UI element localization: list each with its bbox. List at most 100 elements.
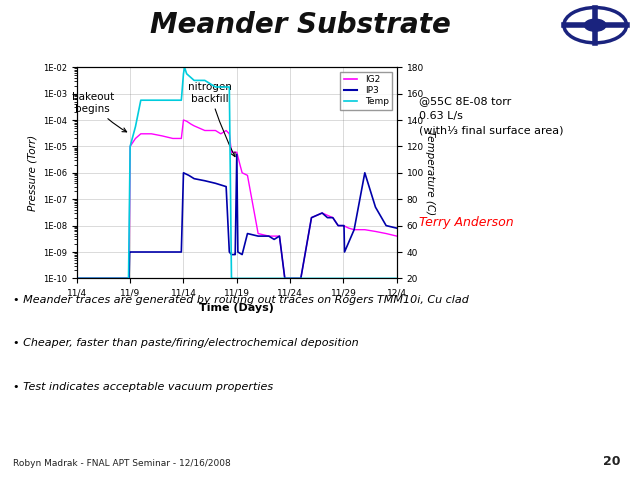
IG2 [233,149,241,155]
IP3 [126,249,134,255]
Text: bakeout
begins: bakeout begins [72,93,127,132]
Text: nitrogen
backfill: nitrogen backfill [188,82,235,156]
Temp [238,276,246,281]
IP3 [231,252,239,257]
IP3 [393,225,401,231]
IG2 [276,233,284,239]
Temp [126,144,134,149]
Temp [225,84,233,90]
IP3 [222,184,230,190]
IP3 [382,223,390,228]
IP3 [125,276,132,281]
IP3 [137,249,145,255]
Text: @55C 8E-08 torr
0.63 L/s
(with⅓ final surface area): @55C 8E-08 torr 0.63 L/s (with⅓ final su… [419,96,564,136]
IG2 [201,128,209,133]
IG2 [254,231,262,237]
Temp [350,276,358,281]
IG2 [125,276,132,281]
IG2 [212,128,220,133]
Temp [372,276,380,281]
Temp [297,276,305,281]
IP3 [233,152,241,157]
Temp [318,276,326,281]
IG2 [340,223,348,228]
Line: IP3: IP3 [77,155,397,278]
Temp [265,276,273,281]
IP3 [180,170,188,176]
IG2 [345,225,353,231]
IG2 [393,233,401,239]
IG2 [318,210,326,216]
IG2 [308,215,316,220]
IG2 [126,144,134,149]
IP3 [185,172,193,178]
IG2 [132,135,140,141]
IG2 [187,121,195,127]
IG2 [236,162,244,168]
Temp [132,124,140,130]
Circle shape [584,19,606,31]
X-axis label: Time (Days): Time (Days) [200,303,274,312]
Temp [137,97,145,103]
Temp [73,276,81,281]
Temp [212,84,220,90]
IP3 [270,237,278,242]
IG2 [174,135,182,141]
Temp [244,276,252,281]
Temp [124,276,132,281]
IG2 [183,119,191,124]
IP3 [281,276,289,281]
IG2 [158,133,166,139]
IP3 [297,276,305,281]
IP3 [276,233,284,239]
IP3 [177,249,185,255]
IP3 [329,215,337,220]
Text: • Test indicates acceptable vacuum properties: • Test indicates acceptable vacuum prope… [13,382,273,392]
IG2 [222,128,230,133]
IP3 [340,223,348,228]
IP3 [190,176,198,181]
IG2 [148,131,156,137]
IP3 [244,231,252,237]
Text: Terry Anderson: Terry Anderson [419,216,514,229]
Temp [190,77,198,84]
Y-axis label: Temperature (C): Temperature (C) [425,130,435,216]
Temp [169,97,177,103]
IP3 [340,249,348,255]
IP3 [234,249,242,255]
Temp [254,276,262,281]
IG2 [372,228,380,234]
Temp [148,97,156,103]
IG2 [281,276,289,281]
IP3 [265,233,273,239]
IG2 [361,227,369,233]
Y-axis label: Pressure (Torr): Pressure (Torr) [28,135,37,211]
Temp [180,71,188,77]
IG2 [190,123,198,129]
IP3 [132,249,140,255]
Temp [177,97,185,103]
IP3 [238,252,246,257]
IP3 [308,215,316,220]
IP3 [125,249,134,255]
IP3 [201,178,209,184]
IP3 [350,227,358,233]
Temp [158,97,166,103]
IP3 [361,170,369,176]
IG2 [238,170,246,176]
IP3 [169,249,177,255]
Legend: IG2, IP3, Temp: IG2, IP3, Temp [340,72,392,109]
Temp [228,276,236,281]
Text: • Meander traces are generated by routing out traces on Rogers TMM10i, Cu clad: • Meander traces are generated by routin… [13,295,468,305]
IG2 [244,172,252,178]
IP3 [286,276,294,281]
Text: Robyn Madrak - FNAL APT Seminar - 12/16/2008: Robyn Madrak - FNAL APT Seminar - 12/16/… [13,459,230,468]
IP3 [225,249,233,255]
IP3 [125,276,133,281]
Temp [233,276,241,281]
IP3 [212,180,220,186]
IP3 [228,252,236,257]
IP3 [158,249,166,255]
Temp [228,276,236,281]
Text: Meander Substrate: Meander Substrate [150,11,451,39]
